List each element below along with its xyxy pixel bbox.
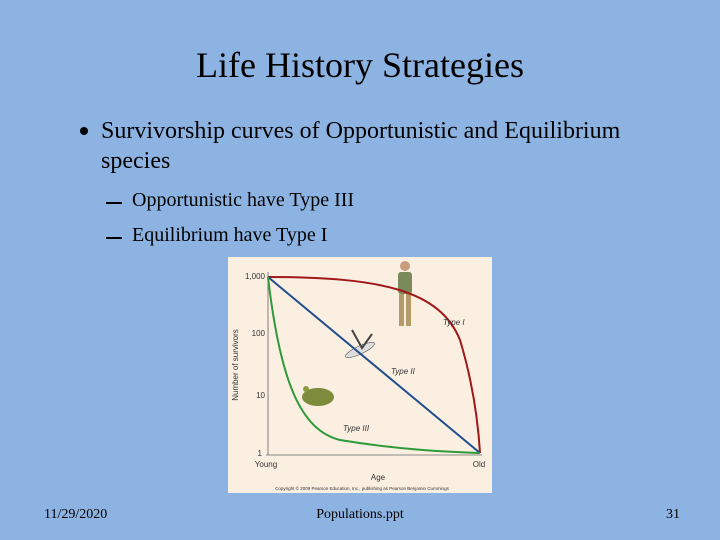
page-number: 31: [666, 507, 680, 522]
sub-bullet: Opportunistic have Type III: [132, 189, 355, 211]
figure: 1,000 100 10 1 Number of survivors Young…: [228, 257, 492, 493]
x-tick-label: Old: [473, 460, 485, 469]
person-illustration: [398, 261, 412, 326]
footer-file: Populations.ppt: [316, 507, 404, 522]
type-iii-curve: [267, 276, 481, 454]
sub-bullet-marker: [106, 237, 122, 239]
type-i-curve: [267, 276, 481, 454]
bullet-marker: [80, 127, 88, 135]
sub-bullet: Equilibrium have Type I: [132, 224, 328, 246]
y-tick-label: 100: [252, 329, 266, 338]
sub-bullet-marker: [106, 202, 122, 204]
curve-label: Type III: [343, 424, 370, 433]
footer-date: 11/29/2020: [44, 507, 108, 522]
type-ii-curve: [267, 276, 481, 454]
y-tick-label: 1,000: [245, 272, 266, 281]
bullet: Survivorship curves of Opportunistic and…: [101, 118, 621, 174]
toad-illustration: [302, 386, 334, 406]
x-axis-label: Age: [371, 473, 386, 482]
figure-background: [228, 257, 492, 493]
slide-title: Life History Strategies: [196, 45, 524, 85]
curve-label: Type II: [391, 367, 416, 376]
y-axis-label: Number of survivors: [231, 329, 240, 401]
y-tick-label: 1: [258, 449, 263, 458]
x-tick-label: Young: [255, 460, 277, 469]
y-tick-label: 10: [256, 391, 265, 400]
credit: Copyright © 2009 Pearson Education, Inc.…: [275, 485, 449, 491]
curve-label: Type I: [443, 318, 465, 327]
